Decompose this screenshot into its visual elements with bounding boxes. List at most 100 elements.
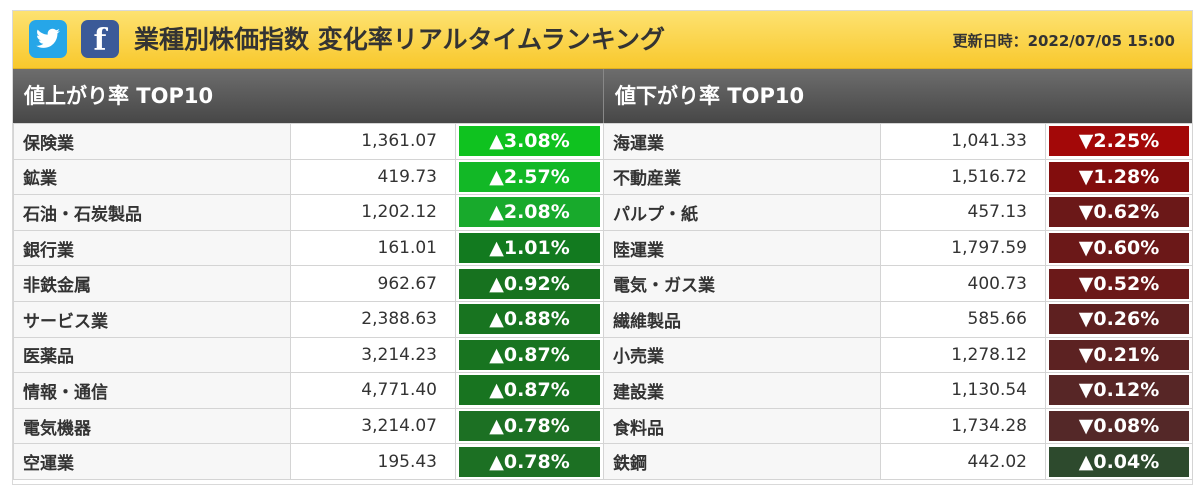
gainers-table: 保険業 1,361.07 ▲3.08% 鉱業 419.73 ▲2.57% 石油・石炭製品 1,… (13, 123, 604, 480)
index-value: 1,734.28 (880, 407, 1046, 445)
table-row: 石油・石炭製品 1,202.12 ▲2.08% (13, 194, 604, 231)
gainers-section: 値上がり率 TOP10 保険業 1,361.07 ▲3.08% 鉱業 419.73 ▲2.… (13, 69, 604, 485)
table-row: サービス業 2,388.63 ▲0.88% (13, 300, 604, 338)
change-badge: ▼0.26% (1049, 304, 1189, 335)
sector-name: 海運業 (603, 123, 881, 160)
change-badge: ▼0.52% (1049, 268, 1189, 299)
ranking-panel: f 業種別株価指数 変化率リアルタイムランキング 更新日時：2022/07/05… (12, 10, 1193, 485)
change-cell: ▲0.78% (455, 443, 604, 480)
change-cell: ▲0.87% (455, 336, 604, 374)
table-row: 電気・ガス業 400.73 ▼0.52% (603, 265, 1193, 302)
sector-name: 鉄鋼 (603, 443, 881, 480)
sector-name: 情報・通信 (13, 372, 291, 409)
sector-name: 銀行業 (13, 229, 291, 267)
index-value: 442.02 (880, 443, 1046, 480)
index-value: 161.01 (290, 229, 456, 267)
table-row: 建設業 1,130.54 ▼0.12% (603, 372, 1193, 409)
change-cell: ▲0.87% (455, 372, 604, 409)
updated-timestamp: 更新日時：2022/07/05 15:00 (952, 32, 1175, 50)
page-title: 業種別株価指数 変化率リアルタイムランキング (134, 25, 665, 54)
sector-name: 食料品 (603, 407, 881, 445)
twitter-bird-icon (36, 28, 60, 48)
table-row: 非鉄金属 962.67 ▲0.92% (13, 265, 604, 302)
index-value: 419.73 (290, 158, 456, 196)
index-value: 1,361.07 (290, 123, 456, 160)
change-badge: ▼1.28% (1049, 161, 1189, 192)
table-row: 医薬品 3,214.23 ▲0.87% (13, 336, 604, 374)
index-value: 3,214.23 (290, 336, 456, 374)
change-cell: ▼0.62% (1045, 194, 1193, 231)
index-value: 1,041.33 (880, 123, 1046, 160)
header-bar: f 業種別株価指数 変化率リアルタイムランキング 更新日時：2022/07/05… (13, 11, 1192, 69)
sector-name: 電気・ガス業 (603, 265, 881, 302)
sector-name: 空運業 (13, 443, 291, 480)
index-value: 1,278.12 (880, 336, 1046, 374)
change-cell: ▲2.08% (455, 194, 604, 231)
gainers-heading: 値上がり率 TOP10 (13, 69, 603, 123)
change-cell: ▼1.28% (1045, 158, 1193, 196)
change-badge: ▼0.62% (1049, 197, 1189, 228)
change-badge: ▲0.87% (459, 375, 600, 406)
losers-table: 海運業 1,041.33 ▼2.25% 不動産業 1,516.72 ▼1.28% パルプ・紙… (603, 123, 1193, 480)
twitter-share-button[interactable] (29, 20, 67, 58)
sector-name: 小売業 (603, 336, 881, 374)
index-value: 585.66 (880, 300, 1046, 338)
change-badge: ▼0.12% (1049, 375, 1189, 406)
table-row: 海運業 1,041.33 ▼2.25% (603, 123, 1193, 160)
facebook-share-button[interactable]: f (81, 20, 119, 58)
sector-name: 電気機器 (13, 407, 291, 445)
change-badge: ▲0.87% (459, 339, 600, 370)
change-badge: ▼0.08% (1049, 411, 1189, 442)
change-badge: ▼0.21% (1049, 339, 1189, 370)
sector-name: 非鉄金属 (13, 265, 291, 302)
sector-name: 不動産業 (603, 158, 881, 196)
sector-name: 保険業 (13, 123, 291, 160)
table-row: 鉱業 419.73 ▲2.57% (13, 158, 604, 196)
table-row: パルプ・紙 457.13 ▼0.62% (603, 194, 1193, 231)
change-cell: ▼0.60% (1045, 229, 1193, 267)
sector-name: 建設業 (603, 372, 881, 409)
index-value: 1,202.12 (290, 194, 456, 231)
change-cell: ▲0.88% (455, 300, 604, 338)
table-row: 保険業 1,361.07 ▲3.08% (13, 123, 604, 160)
change-cell: ▼0.08% (1045, 407, 1193, 445)
table-row: 情報・通信 4,771.40 ▲0.87% (13, 372, 604, 409)
losers-section: 値下がり率 TOP10 海運業 1,041.33 ▼2.25% 不動産業 1,516.7… (603, 69, 1193, 485)
change-cell: ▲0.04% (1045, 443, 1193, 480)
change-badge: ▲1.01% (459, 233, 600, 264)
change-cell: ▲1.01% (455, 229, 604, 267)
index-value: 2,388.63 (290, 300, 456, 338)
change-badge: ▲0.92% (459, 268, 600, 299)
sector-name: 鉱業 (13, 158, 291, 196)
change-badge: ▲0.78% (459, 446, 600, 477)
table-row: 鉄鋼 442.02 ▲0.04% (603, 443, 1193, 480)
sector-name: 医薬品 (13, 336, 291, 374)
change-cell: ▲2.57% (455, 158, 604, 196)
index-value: 400.73 (880, 265, 1046, 302)
change-badge: ▲2.08% (459, 197, 600, 228)
index-value: 1,516.72 (880, 158, 1046, 196)
change-badge: ▼2.25% (1049, 126, 1189, 157)
change-badge: ▲2.57% (459, 161, 600, 192)
change-cell: ▼0.26% (1045, 300, 1193, 338)
facebook-f-icon: f (93, 23, 107, 58)
change-cell: ▲0.92% (455, 265, 604, 302)
table-row: 不動産業 1,516.72 ▼1.28% (603, 158, 1193, 196)
table-row: 食料品 1,734.28 ▼0.08% (603, 407, 1193, 445)
change-badge: ▼0.60% (1049, 233, 1189, 264)
index-value: 195.43 (290, 443, 456, 480)
sector-name: サービス業 (13, 300, 291, 338)
change-badge: ▲0.88% (459, 304, 600, 335)
table-row: 銀行業 161.01 ▲1.01% (13, 229, 604, 267)
sector-name: 陸運業 (603, 229, 881, 267)
change-cell: ▼2.25% (1045, 123, 1193, 160)
losers-heading: 値下がり率 TOP10 (603, 69, 1192, 123)
index-value: 1,797.59 (880, 229, 1046, 267)
change-cell: ▼0.12% (1045, 372, 1193, 409)
index-value: 962.67 (290, 265, 456, 302)
change-badge: ▲0.04% (1049, 446, 1189, 477)
table-row: 繊維製品 585.66 ▼0.26% (603, 300, 1193, 338)
sector-name: 繊維製品 (603, 300, 881, 338)
table-row: 空運業 195.43 ▲0.78% (13, 443, 604, 480)
change-cell: ▼0.52% (1045, 265, 1193, 302)
